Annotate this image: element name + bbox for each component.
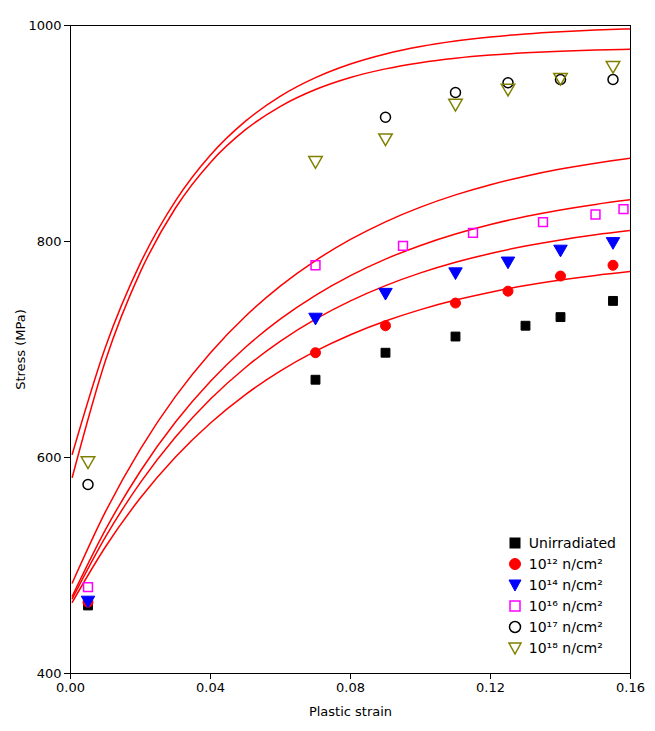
html-text:Unirradiated: Unirradiated [528,535,616,551]
svg-text:0.04: 0.04 [196,680,225,695]
html-text:10¹⁷ n/cm²: 10¹⁷ n/cm² [528,619,603,635]
svg-text:600: 600 [37,450,62,465]
svg-text:0.00: 0.00 [56,680,85,695]
html-text:10¹⁸ n/cm²: 10¹⁸ n/cm² [528,640,603,656]
html-text:10¹² n/cm²: 10¹² n/cm² [528,556,603,572]
svg-text:Plastic strain: Plastic strain [309,704,392,719]
html-text:10¹⁶ n/cm²: 10¹⁶ n/cm² [528,598,603,614]
svg-text:1000: 1000 [28,18,61,33]
svg-text:0.08: 0.08 [336,680,365,695]
html-text:10¹⁴ n/cm²: 10¹⁴ n/cm² [528,577,603,593]
svg-text:Stress (MPa): Stress (MPa) [13,309,28,390]
svg-text:0.16: 0.16 [616,680,645,695]
svg-text:0.12: 0.12 [476,680,505,695]
svg-text:800: 800 [37,234,62,249]
svg-text:400: 400 [37,666,62,681]
